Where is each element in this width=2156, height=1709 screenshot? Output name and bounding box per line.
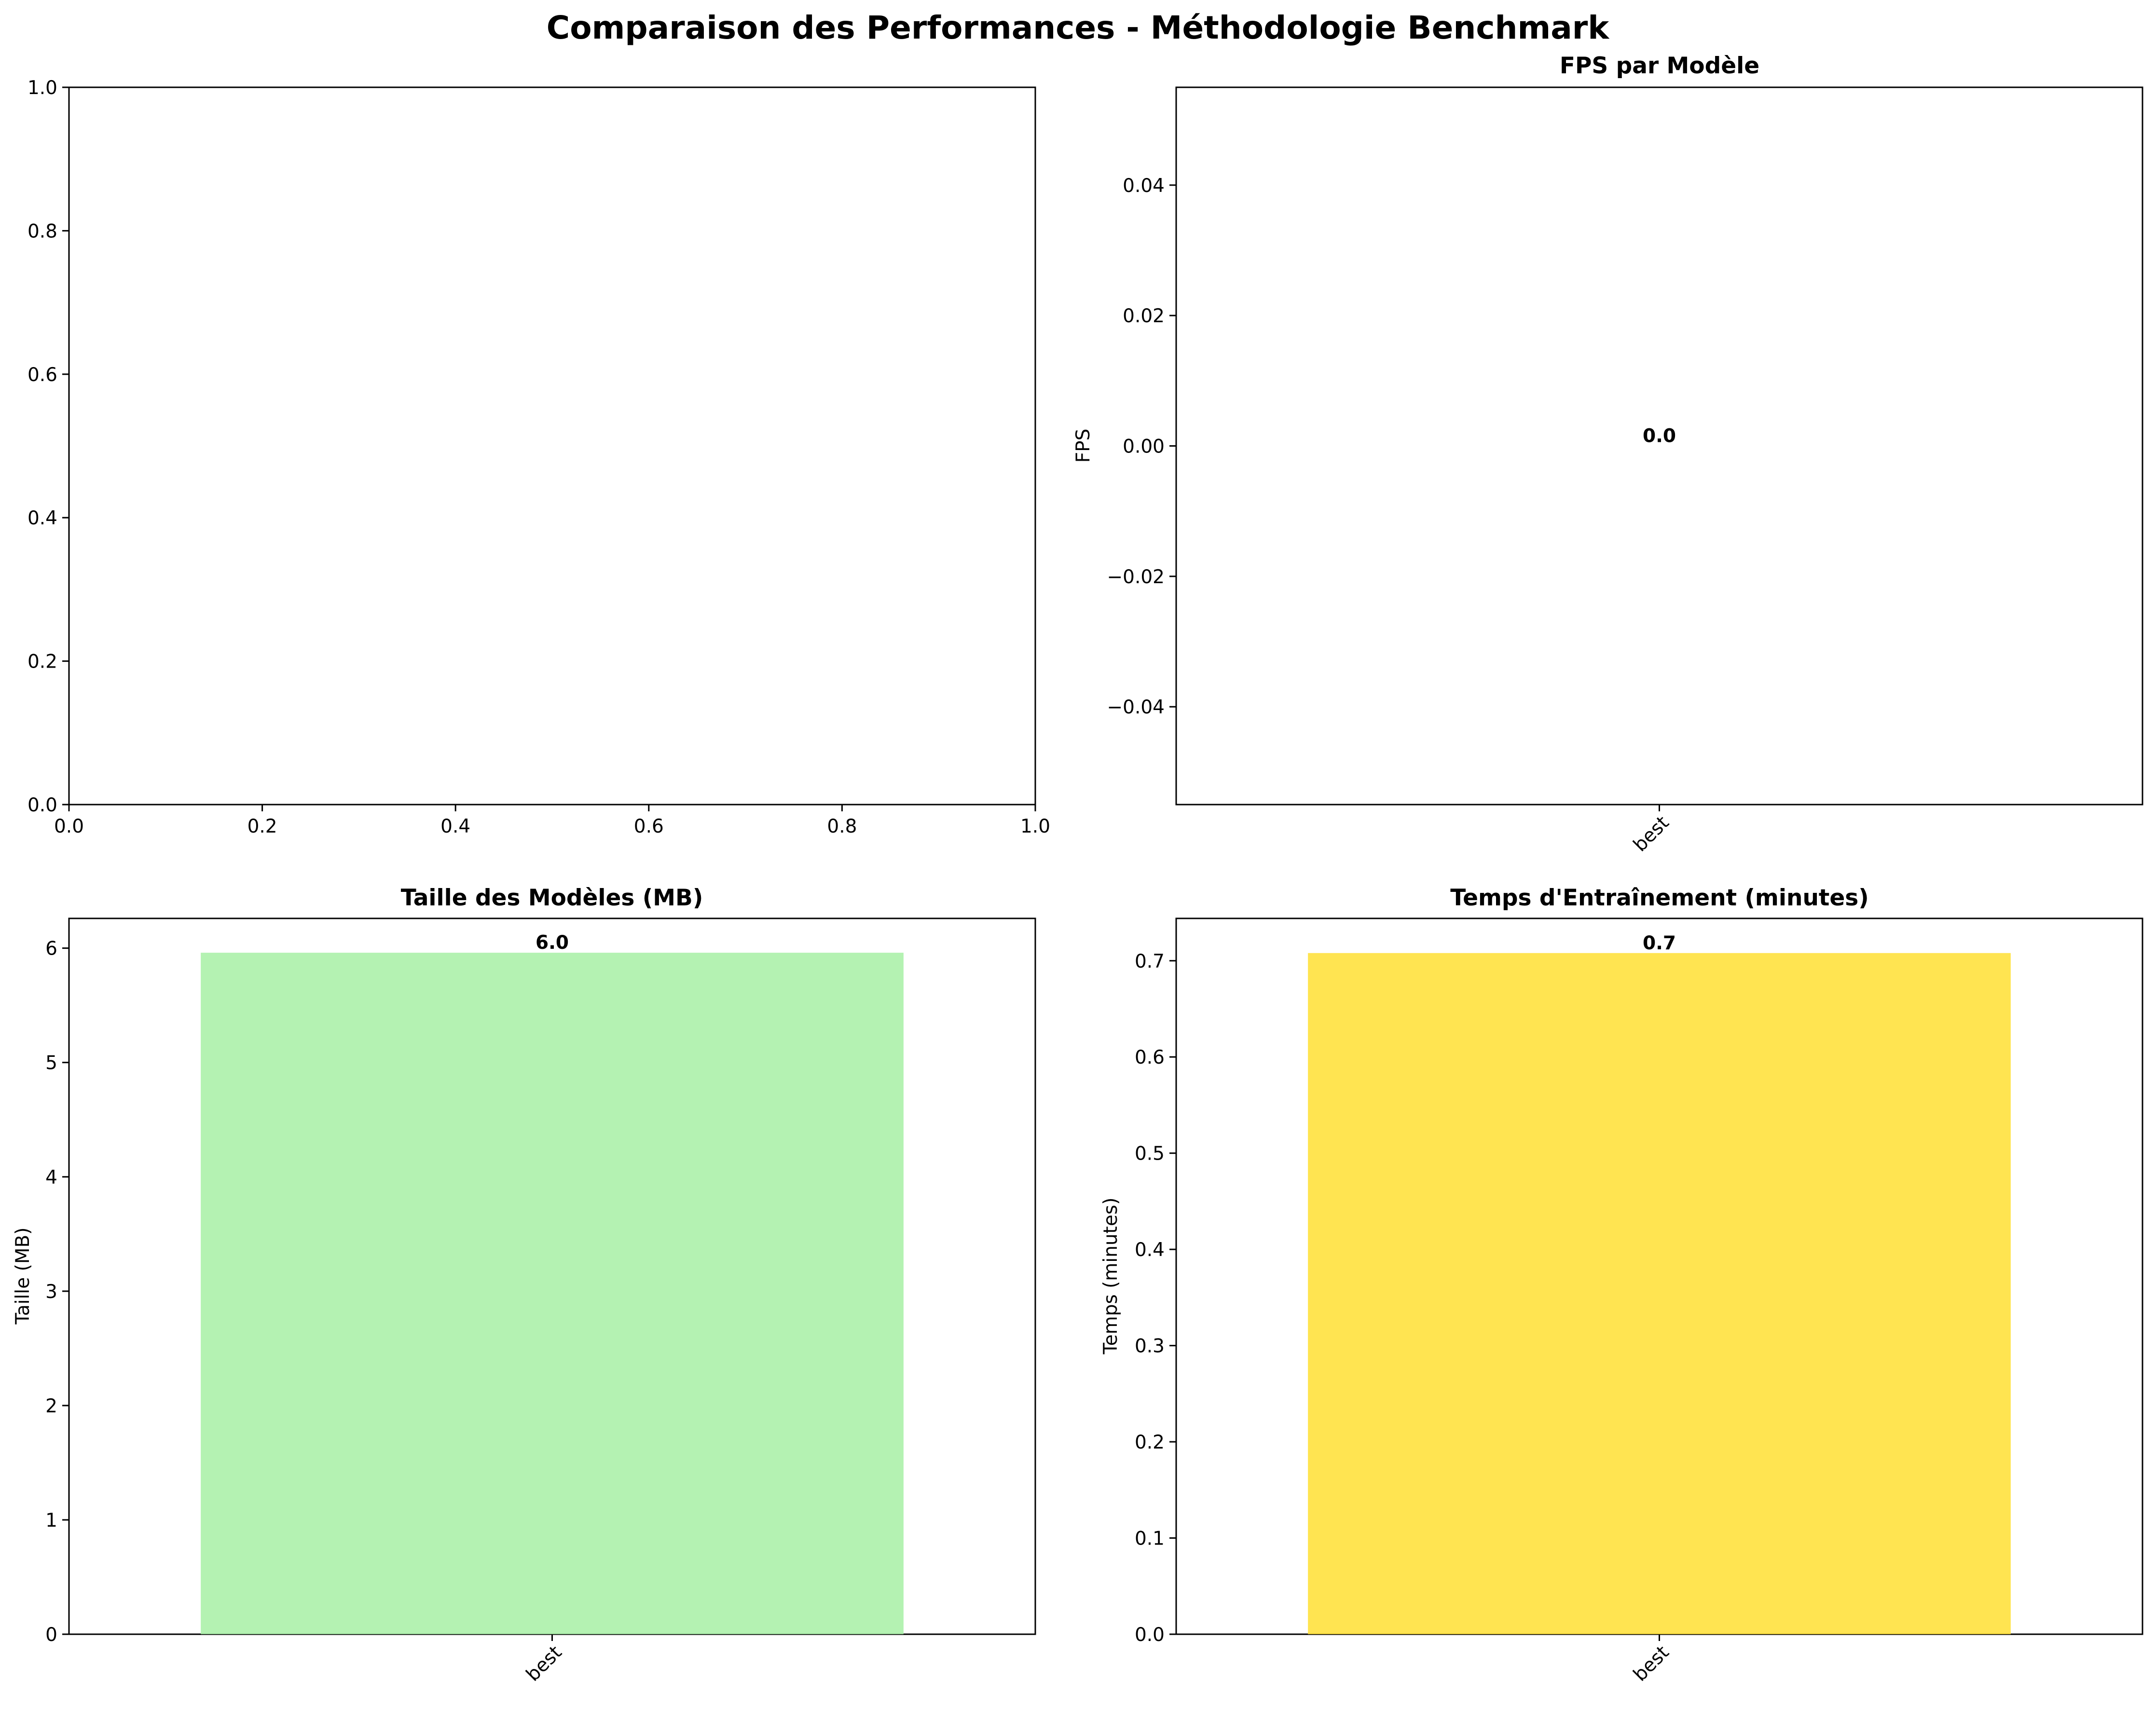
panel-title: Taille des Modèles (MB) — [401, 885, 703, 911]
panel-title: FPS par Modèle — [1560, 53, 1759, 79]
y-axis-label: FPS — [1072, 429, 1094, 463]
y-tick-label: 0 — [45, 1624, 57, 1646]
y-tick-label: 4 — [45, 1167, 57, 1189]
bar-value-label: 0.0 — [1643, 425, 1676, 447]
y-tick-label: 0.6 — [27, 364, 57, 386]
y-tick-label: 0.2 — [1135, 1432, 1165, 1453]
y-tick-label: 0.0 — [27, 794, 57, 816]
y-axis-label: Taille (MB) — [12, 1228, 34, 1325]
y-tick-label: 2 — [45, 1395, 57, 1417]
y-tick-label: 0.4 — [1135, 1239, 1165, 1261]
figure-title: Comparaison des Performances - Méthodolo… — [547, 9, 1610, 46]
x-tick-label: 1.0 — [1020, 816, 1050, 837]
x-tick-label: 0.8 — [827, 816, 857, 837]
y-tick-label: 0.02 — [1123, 305, 1165, 327]
y-tick-label: −0.04 — [1107, 697, 1165, 718]
y-tick-label: 0.8 — [27, 220, 57, 242]
y-tick-label: 0.6 — [1135, 1047, 1165, 1068]
y-tick-label: 0.00 — [1123, 436, 1165, 458]
x-tick-label: 0.4 — [440, 816, 470, 837]
y-tick-label: 0.1 — [1135, 1528, 1165, 1550]
y-axis-label: Temps (minutes) — [1100, 1198, 1122, 1355]
y-tick-label: 1 — [45, 1510, 57, 1531]
panel-top-left: 0.0 0.2 0.4 0.6 0.8 1.0 0.0 0.2 0.4 0.6 0.8 1.0 — [27, 77, 1050, 837]
panel-title: Temps d'Entraînement (minutes) — [1450, 885, 1868, 911]
y-tick-label: 6 — [45, 938, 57, 960]
y-tick-label: 0.7 — [1135, 951, 1165, 972]
x-tick-label: 0.2 — [247, 816, 277, 837]
bar-value-label: 6.0 — [536, 932, 569, 954]
y-tick-label: 3 — [45, 1281, 57, 1303]
y-tick-label: 0.2 — [27, 651, 57, 673]
y-tick-label: 0.4 — [27, 507, 57, 529]
axes-frame — [68, 86, 1036, 806]
y-tick-label: 5 — [45, 1053, 57, 1074]
y-tick-label: 0.0 — [1135, 1624, 1165, 1646]
x-tick-label: 0.0 — [54, 816, 84, 837]
y-tick-label: 0.3 — [1135, 1336, 1165, 1357]
y-tick-label: 1.0 — [27, 77, 57, 99]
bar-value-label: 0.7 — [1643, 932, 1676, 954]
bar-best — [201, 953, 904, 1634]
panel-bottom-right: Temps d'Entraînement (minutes) Temps (mi… — [1100, 885, 2143, 1686]
y-tick-label: −0.02 — [1107, 566, 1165, 588]
x-tick-label: 0.6 — [634, 816, 664, 837]
panel-bottom-left: Taille des Modèles (MB) Taille (MB) 0 1 2 3… — [12, 885, 1036, 1686]
bar-best — [1308, 953, 2011, 1634]
y-tick-label: 0.04 — [1123, 175, 1165, 197]
y-tick-label: 0.5 — [1135, 1143, 1165, 1165]
